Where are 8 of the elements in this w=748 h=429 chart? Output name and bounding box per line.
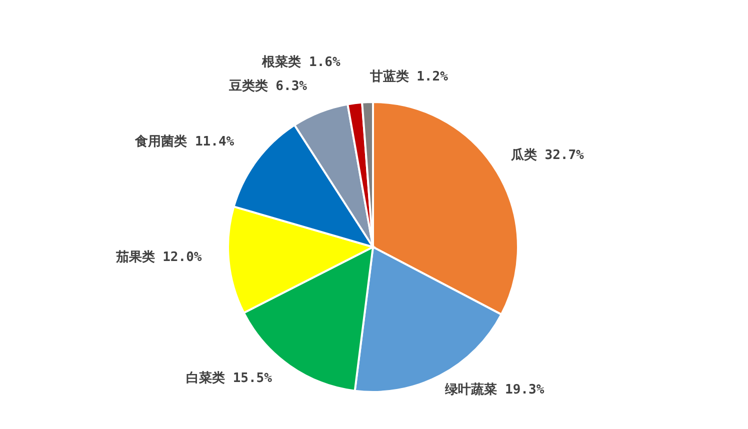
slice-label: 食用菌类 11.4% (134, 134, 234, 150)
slice-label: 绿叶蔬菜 19.3% (444, 382, 544, 398)
slice-label: 豆类类 6.3% (228, 79, 308, 94)
slice-label: 白菜类 15.5% (186, 371, 272, 386)
slice-label: 根菜类 1.6% (261, 54, 340, 70)
slice-label: 甘蓝类 1.2% (368, 68, 448, 85)
slice-label: 茄果类 12.0% (114, 250, 202, 266)
slice-label: 瓜类 32.7% (510, 147, 584, 164)
